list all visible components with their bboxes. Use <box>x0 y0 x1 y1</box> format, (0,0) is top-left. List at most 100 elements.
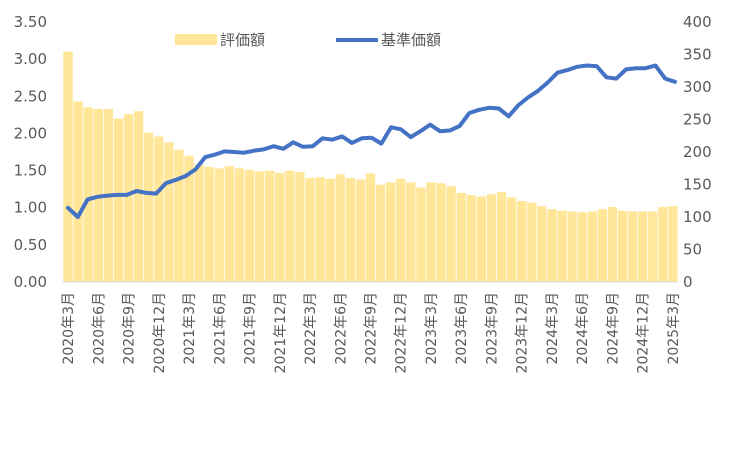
bar-hyoukagaku <box>375 184 386 282</box>
x-tick-label: 2023年12月 <box>515 292 531 373</box>
bar-hyoukagaku <box>547 209 557 282</box>
legend-swatch-hyoukagaku <box>175 34 217 45</box>
bar-hyoukagaku <box>617 210 628 282</box>
bar-hyoukagaku <box>446 186 456 282</box>
bar-hyoukagaku <box>214 168 224 282</box>
bar-hyoukagaku <box>83 107 93 282</box>
y-right-tick-label: 200 <box>683 143 712 161</box>
bar-hyoukagaku <box>254 171 265 282</box>
bar-hyoukagaku <box>416 187 426 282</box>
bar-hyoukagaku <box>496 192 507 282</box>
y-axis-right: 0 50 100 150 200 250 300 350 400 <box>683 13 712 291</box>
bar-hyoukagaku <box>144 132 154 282</box>
x-tick-label: 2022年9月 <box>364 292 380 365</box>
y-right-tick-label: 400 <box>683 13 712 31</box>
x-tick-label: 2024年12月 <box>636 292 652 373</box>
x-tick-label: 2021年12月 <box>273 292 289 373</box>
bar-hyoukagaku <box>355 179 366 282</box>
bar-hyoukagaku <box>466 195 476 282</box>
bar-hyoukagaku <box>486 194 497 282</box>
x-tick-label: 2020年6月 <box>91 292 107 365</box>
y-left-tick-label: 0.00 <box>14 273 47 291</box>
x-tick-label: 2022年12月 <box>394 292 410 373</box>
x-tick-label: 2022年6月 <box>333 292 349 365</box>
bar-hyoukagaku <box>476 196 487 282</box>
y-left-tick-label: 2.50 <box>14 87 47 105</box>
y-right-tick-label: 150 <box>683 176 712 194</box>
bar-hyoukagaku <box>426 182 436 282</box>
bar-hyoukagaku <box>265 170 275 282</box>
bar-hyoukagaku <box>627 211 638 282</box>
bar-hyoukagaku <box>406 182 416 282</box>
y-left-tick-label: 1.50 <box>14 162 47 180</box>
bar-hyoukagaku <box>133 111 144 283</box>
legend-label-kijunkagaku: 基準価額 <box>381 31 441 49</box>
y-right-tick-label: 0 <box>683 273 693 291</box>
bar-hyoukagaku <box>507 197 517 282</box>
bar-hyoukagaku <box>597 209 608 282</box>
bar-hyoukagaku <box>668 206 678 282</box>
x-tick-label: 2021年6月 <box>212 292 228 365</box>
bar-hyoukagaku <box>517 201 527 282</box>
bar-hyoukagaku <box>285 170 295 282</box>
legend-label-hyoukagaku: 評価額 <box>220 31 265 49</box>
x-tick-label: 2020年12月 <box>152 292 168 373</box>
bar-hyoukagaku <box>567 211 577 282</box>
x-tick-label: 2024年6月 <box>575 292 591 365</box>
bar-hyoukagaku <box>224 166 234 282</box>
x-tick-label: 2022年3月 <box>303 292 319 365</box>
x-tick-label: 2021年3月 <box>182 292 198 365</box>
x-tick-label: 2020年9月 <box>122 292 138 365</box>
bar-hyoukagaku <box>295 172 305 282</box>
bar-hyoukagaku <box>275 172 285 282</box>
bar-hyoukagaku <box>244 169 255 282</box>
bar-hyoukagaku <box>537 206 547 282</box>
x-tick-label: 2023年9月 <box>484 292 500 365</box>
bar-hyoukagaku <box>456 192 466 282</box>
bar-hyoukagaku <box>113 118 124 282</box>
bar-hyoukagaku <box>204 166 214 282</box>
x-tick-label: 2023年3月 <box>424 292 440 365</box>
bar-hyoukagaku <box>325 178 335 282</box>
bar-hyoukagaku <box>587 211 597 282</box>
y-right-tick-label: 50 <box>683 241 702 259</box>
x-tick-label: 2024年9月 <box>605 292 621 365</box>
y-right-tick-label: 300 <box>683 78 712 96</box>
bar-hyoukagaku <box>527 202 537 282</box>
bar-hyoukagaku <box>345 178 355 282</box>
bar-hyoukagaku <box>577 212 587 282</box>
bar-hyoukagaku <box>658 206 668 282</box>
bar-hyoukagaku <box>154 136 164 282</box>
bar-hyoukagaku <box>305 178 315 282</box>
bar-hyoukagaku <box>557 210 567 282</box>
bar-hyoukagaku <box>174 149 184 282</box>
bar-hyoukagaku <box>123 114 134 282</box>
x-axis: 2020年3月 2020年6月 2020年9月 2020年12月 2021年3月 2021… <box>61 281 682 373</box>
bar-hyoukagaku <box>396 178 406 282</box>
y-left-tick-label: 3.50 <box>14 13 47 31</box>
y-left-tick-label: 3.00 <box>14 50 47 68</box>
bar-hyoukagaku <box>436 183 446 282</box>
legend: 評価額 基準価額 <box>175 31 441 49</box>
bar-hyoukagaku <box>386 182 396 282</box>
x-tick-label: 2025年3月 <box>666 292 682 365</box>
bar-hyoukagaku <box>73 101 83 282</box>
bar-hyoukagaku <box>315 177 325 282</box>
y-left-tick-label: 2.00 <box>14 124 47 142</box>
y-right-tick-label: 250 <box>683 111 712 129</box>
bar-hyoukagaku <box>184 155 194 282</box>
bar-series-hyoukagaku <box>63 51 678 283</box>
x-tick-label: 2024年3月 <box>545 292 561 365</box>
y-axis-left: 0.00 0.50 1.00 1.50 2.00 2.50 3.00 3.50 <box>14 13 47 291</box>
x-tick-label: 2023年6月 <box>454 292 470 365</box>
y-right-tick-label: 100 <box>683 208 712 226</box>
line-series-kijunkagaku <box>66 63 677 219</box>
bar-hyoukagaku <box>648 211 658 282</box>
bar-hyoukagaku <box>194 164 204 282</box>
bar-hyoukagaku <box>607 206 618 282</box>
bar-hyoukagaku <box>638 211 648 282</box>
x-tick-label: 2020年3月 <box>61 292 77 365</box>
y-left-tick-label: 0.50 <box>14 236 47 254</box>
bar-hyoukagaku <box>63 51 73 282</box>
